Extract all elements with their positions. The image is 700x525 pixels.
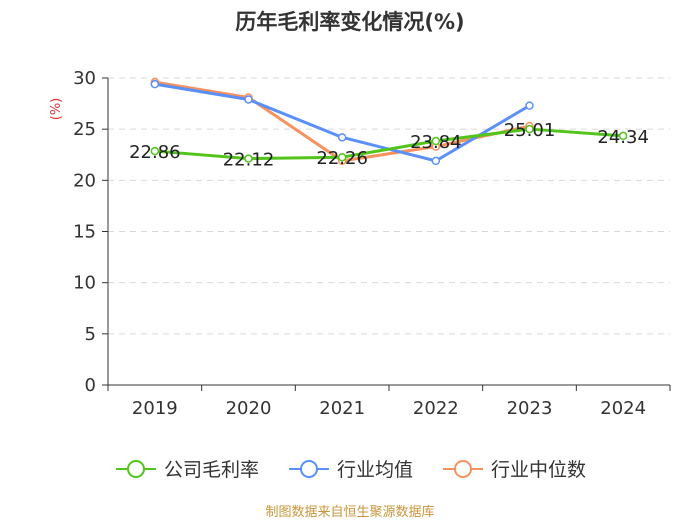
- x-tick-label: 2021: [319, 398, 365, 419]
- legend-label: 行业均值: [336, 459, 413, 481]
- x-tick-label: 2023: [507, 398, 553, 419]
- series-line-0: [154, 127, 624, 161]
- legend-item-2[interactable]: 行业中位数: [441, 455, 586, 482]
- legend-marker-icon: [288, 459, 329, 478]
- x-tick-label: 2024: [600, 398, 646, 419]
- data-point[interactable]: [431, 136, 441, 146]
- data-point[interactable]: [244, 154, 253, 163]
- data-label: 22.86: [129, 142, 181, 163]
- legend: 公司毛利率 行业均值 行业中位数: [0, 455, 700, 482]
- data-point[interactable]: [525, 101, 534, 110]
- legend-label: 行业中位数: [491, 459, 587, 481]
- y-axis-label: (%): [49, 98, 64, 121]
- data-point[interactable]: [150, 146, 160, 156]
- data-label: 24.34: [597, 127, 649, 148]
- y-tick-label: 5: [85, 324, 96, 345]
- y-tick-label: 30: [73, 68, 96, 89]
- data-label: 22.12: [223, 150, 275, 171]
- data-label: 22.26: [316, 148, 368, 169]
- source-note: 制图数据来自恒生聚源数据库: [265, 505, 435, 520]
- legend-label: 公司毛利率: [163, 459, 259, 481]
- y-tick-label: 10: [73, 273, 96, 294]
- data-point[interactable]: [244, 95, 253, 104]
- y-tick-label: 20: [73, 170, 96, 191]
- data-point[interactable]: [525, 124, 534, 134]
- y-tick-label: 25: [73, 119, 96, 140]
- data-point[interactable]: [431, 156, 441, 166]
- data-point[interactable]: [337, 133, 347, 142]
- x-tick-label: 2019: [132, 398, 178, 419]
- data-point[interactable]: [618, 131, 628, 141]
- data-point[interactable]: [150, 79, 160, 89]
- data-point[interactable]: [337, 152, 347, 162]
- chart-title: 历年毛利率变化情况(%): [235, 10, 465, 34]
- data-label: 23.84: [410, 132, 462, 153]
- y-tick-label: 15: [73, 222, 96, 243]
- legend-marker-icon: [115, 459, 156, 478]
- y-tick-label: 0: [85, 375, 96, 396]
- legend-item-0[interactable]: 公司毛利率: [114, 455, 259, 482]
- legend-marker-icon: [443, 459, 483, 478]
- x-tick-label: 2022: [413, 398, 459, 419]
- data-label: 25.01: [504, 120, 556, 141]
- x-tick-label: 2020: [226, 398, 272, 419]
- legend-item-1[interactable]: 行业均值: [287, 455, 413, 482]
